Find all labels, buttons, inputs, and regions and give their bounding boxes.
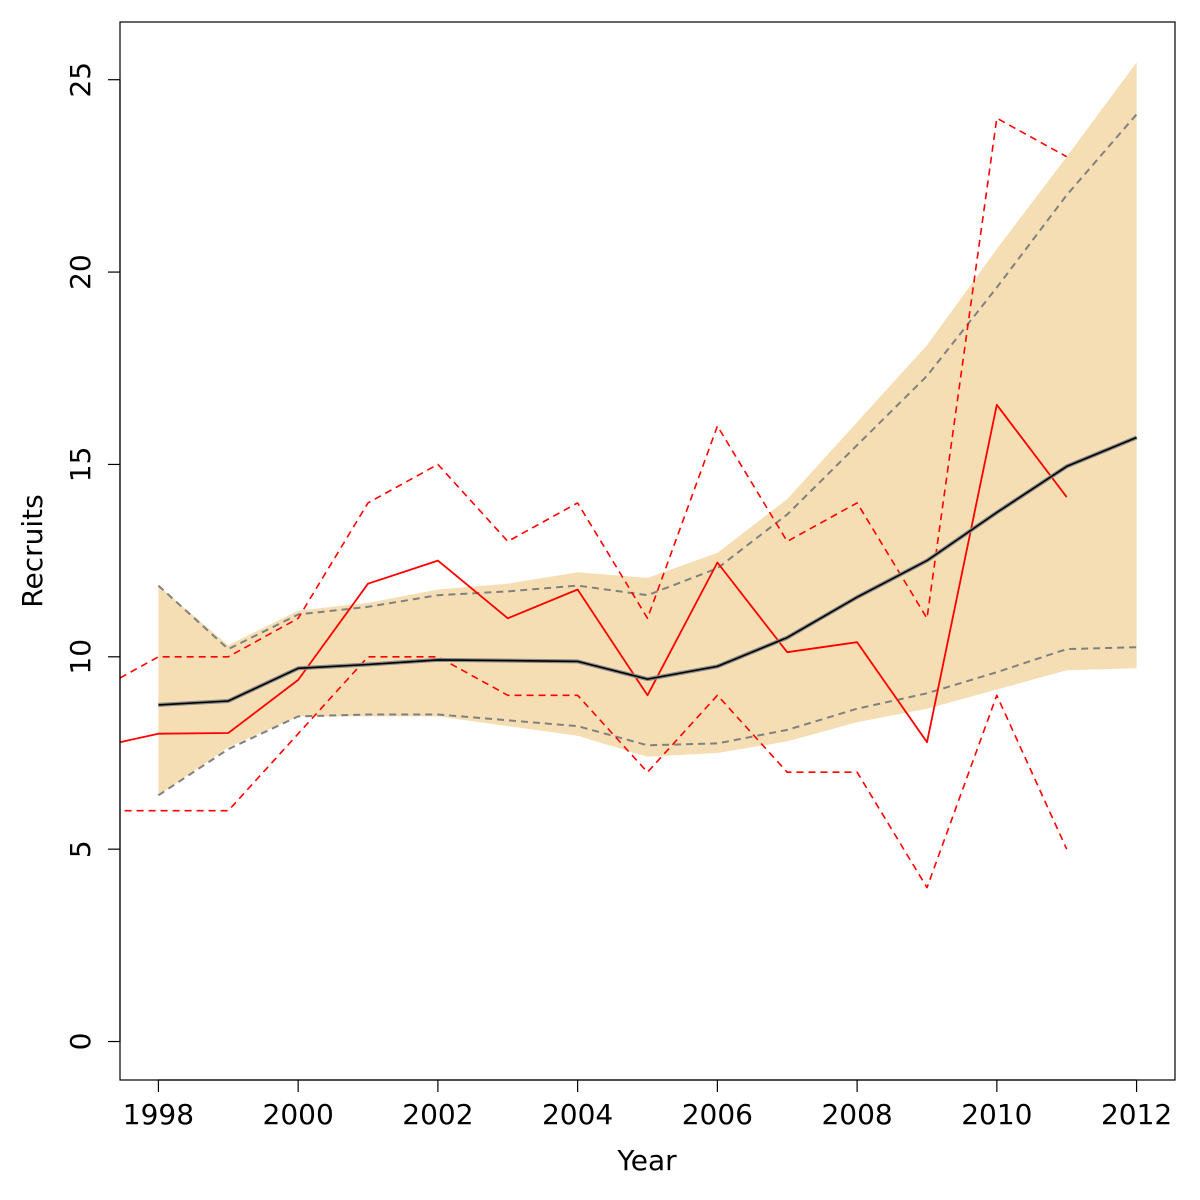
y-tick-label: 0 — [64, 1033, 97, 1051]
x-axis: 1998 2000 2002 2004 2006 2008 2010 2012 — [123, 1079, 1172, 1131]
observed-line — [120, 403, 1068, 744]
plot-area — [120, 62, 1138, 889]
x-tick-label: 2010 — [961, 1098, 1032, 1131]
confidence-band — [158, 62, 1137, 796]
y-tick-label: 25 — [64, 62, 97, 98]
y-tick-label: 15 — [64, 447, 97, 483]
x-tick-label: 2006 — [682, 1098, 753, 1131]
observed-upper-line — [120, 117, 1068, 679]
x-axis-title: Year — [616, 1144, 677, 1177]
lower-quantile-line — [157, 646, 1137, 797]
upper-quantile-line — [157, 113, 1138, 651]
y-tick-label: 20 — [64, 254, 97, 290]
x-tick-label: 2000 — [263, 1098, 334, 1131]
median-line — [158, 436, 1137, 706]
x-tick-label: 2012 — [1101, 1098, 1172, 1131]
x-tick-label: 1998 — [123, 1098, 194, 1131]
y-tick-label: 5 — [64, 840, 97, 858]
y-tick-label: 10 — [64, 639, 97, 675]
x-tick-label: 2008 — [821, 1098, 892, 1131]
x-tick-label: 2004 — [542, 1098, 613, 1131]
x-tick-label: 2002 — [402, 1098, 473, 1131]
y-axis: 0 5 10 15 20 25 — [64, 62, 121, 1051]
y-axis-title: Recruits — [16, 494, 49, 607]
observed-lower-line — [120, 655, 1068, 889]
